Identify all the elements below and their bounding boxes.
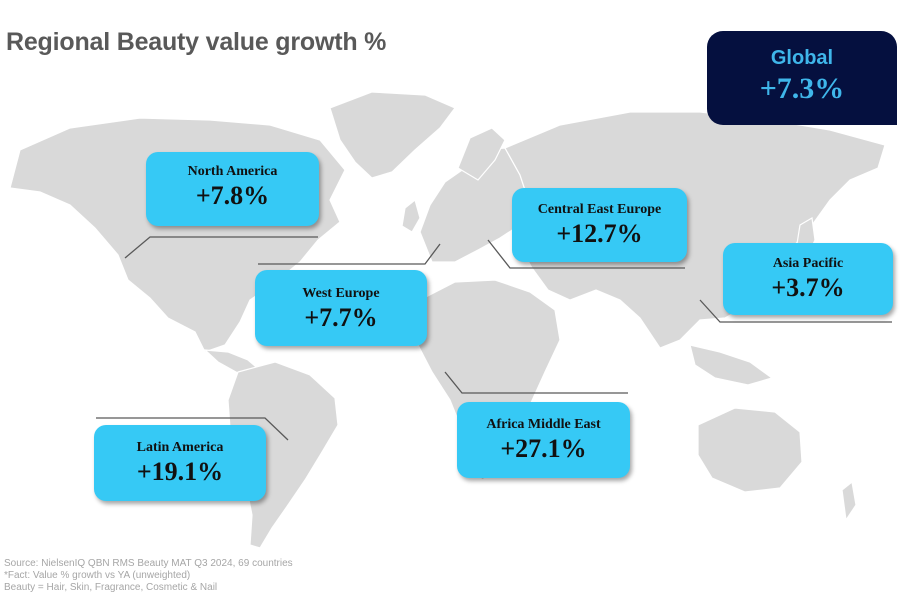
global-label: Global bbox=[770, 47, 834, 69]
leader-latin-america bbox=[96, 417, 289, 441]
region-value: +7.7% bbox=[304, 303, 378, 332]
leader-north-america bbox=[124, 236, 318, 259]
region-value: +12.7% bbox=[556, 219, 643, 248]
uk-shape bbox=[401, 198, 421, 233]
scandinavia-shape bbox=[457, 127, 506, 181]
region-label: North America bbox=[187, 164, 278, 179]
region-label: Latin America bbox=[136, 440, 224, 455]
region-box-north-america: North America +7.8% bbox=[146, 152, 319, 226]
region-label: Central East Europe bbox=[537, 202, 662, 217]
region-value: +19.1% bbox=[136, 457, 224, 486]
region-label: Asia Pacific bbox=[772, 256, 844, 271]
page-title: Regional Beauty value growth % bbox=[6, 28, 387, 56]
region-value: +27.1% bbox=[500, 434, 587, 463]
footnote-fact: *Fact: Value % growth vs YA (unweighted) bbox=[4, 570, 191, 581]
asia-shape bbox=[504, 111, 886, 349]
region-box-west-europe: West Europe +7.7% bbox=[255, 270, 427, 346]
leader-asia-pacific bbox=[699, 299, 892, 323]
australia-shape bbox=[697, 407, 803, 493]
region-box-asia-pacific: Asia Pacific +3.7% bbox=[723, 243, 893, 315]
greenland-shape bbox=[329, 91, 456, 179]
global-growth-box: Global +7.3% bbox=[707, 31, 897, 125]
region-box-latin-america: Latin America +19.1% bbox=[94, 425, 266, 501]
global-value: +7.3% bbox=[759, 72, 845, 105]
leader-africa-middle-east bbox=[444, 371, 628, 394]
region-value: +3.7% bbox=[771, 273, 845, 302]
region-box-central-east-europe: Central East Europe +12.7% bbox=[512, 188, 687, 262]
region-box-africa-middle-east: Africa Middle East +27.1% bbox=[457, 402, 630, 478]
footnote-source: Source: NielsenIQ QBN RMS Beauty MAT Q3 … bbox=[4, 558, 293, 569]
leader-west-europe bbox=[258, 243, 441, 265]
region-value: +7.8% bbox=[195, 181, 270, 210]
new-zealand-shape bbox=[841, 480, 857, 522]
footnote-beauty-definition: Beauty = Hair, Skin, Fragrance, Cosmetic… bbox=[4, 582, 218, 593]
region-label: Africa Middle East bbox=[486, 417, 601, 432]
se-asia-shape bbox=[689, 344, 774, 386]
source-footnote: Source: NielsenIQ QBN RMS Beauty MAT Q3 … bbox=[4, 558, 293, 594]
leader-central-east-europe bbox=[487, 239, 685, 269]
region-label: West Europe bbox=[302, 286, 380, 301]
